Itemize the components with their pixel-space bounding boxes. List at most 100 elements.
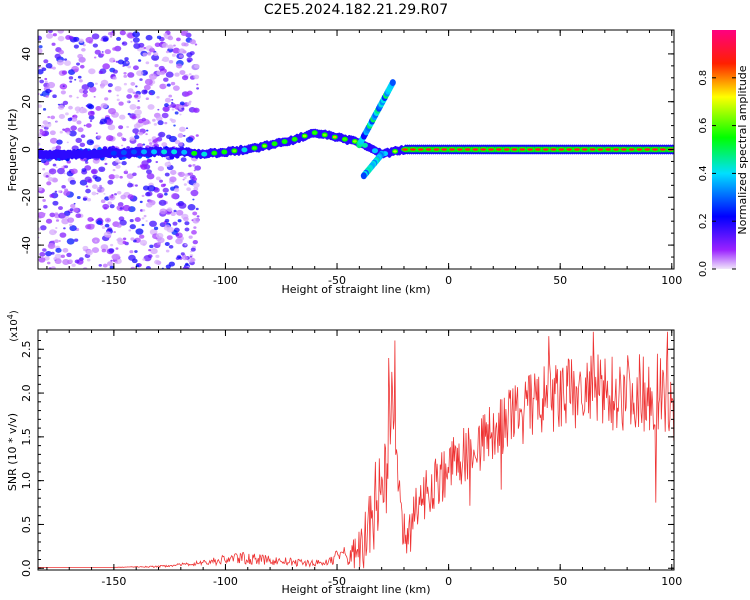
ridge-peak xyxy=(302,134,307,138)
noise-blob xyxy=(82,197,88,201)
noise-blob xyxy=(63,210,71,216)
noise-blob xyxy=(90,224,95,228)
noise-blob xyxy=(132,172,137,177)
noise-blob xyxy=(116,36,122,41)
colorbar-tick-label: 0.2 xyxy=(698,213,709,229)
ridge-peak xyxy=(527,148,534,151)
spectrogram-axes: -150 -100 -50 0 50 100 -40 -20 0 20 40 xyxy=(20,29,682,287)
noise-blob xyxy=(111,194,114,197)
noise-blob xyxy=(67,217,75,223)
ridge-peak xyxy=(433,148,440,151)
noise-blob xyxy=(45,88,52,94)
noise-blob xyxy=(76,111,79,114)
noise-blob xyxy=(182,256,188,261)
noise-blob xyxy=(123,82,127,86)
noise-blob xyxy=(60,90,66,95)
noise-blob xyxy=(161,42,169,49)
noise-blob xyxy=(91,33,100,40)
y-tick-label: 0.5 xyxy=(20,516,33,534)
noise-blob xyxy=(118,161,121,164)
noise-blob xyxy=(84,176,92,183)
noise-blob xyxy=(178,171,185,178)
noise-blob xyxy=(164,121,168,125)
snr-xlabel: Height of straight line (km) xyxy=(281,583,430,596)
noise-blob xyxy=(67,117,73,122)
noise-blob xyxy=(111,253,120,261)
noise-blob xyxy=(69,225,77,232)
noise-blob xyxy=(166,207,173,212)
noise-blob xyxy=(86,258,91,262)
noise-blob xyxy=(186,102,191,106)
y-tick-label: 0 xyxy=(20,146,33,153)
noise-blob xyxy=(127,182,133,188)
noise-blob xyxy=(188,235,193,239)
noise-blob xyxy=(92,43,98,48)
noise-blob xyxy=(45,63,53,69)
noise-blob xyxy=(145,97,150,101)
noise-blob xyxy=(184,243,187,246)
noise-blob xyxy=(147,185,156,192)
noise-blob xyxy=(148,138,152,142)
snr-scale-label: (x104) xyxy=(6,310,20,342)
noise-blob xyxy=(192,182,200,188)
noise-blob xyxy=(130,266,136,269)
noise-blob xyxy=(114,260,119,264)
noise-blob xyxy=(74,106,82,112)
noise-blob xyxy=(61,166,64,169)
noise-blob xyxy=(145,169,152,175)
noise-blob xyxy=(160,71,166,76)
noise-blob xyxy=(138,234,145,239)
noise-blob xyxy=(126,173,134,179)
y-tick-label: 20 xyxy=(20,95,33,109)
y-tick-label: 1.5 xyxy=(20,428,33,446)
noise-blob xyxy=(44,128,48,131)
noise-blob xyxy=(57,190,62,193)
noise-blob xyxy=(138,131,144,136)
noise-blob xyxy=(139,78,143,81)
noise-blob xyxy=(164,97,172,103)
noise-blob xyxy=(119,219,127,226)
noise-blob xyxy=(85,188,91,194)
ridge-peak xyxy=(566,148,573,151)
noise-blob xyxy=(136,106,141,110)
noise-blob xyxy=(148,142,153,145)
noise-blob xyxy=(146,173,155,180)
noise-blob xyxy=(47,242,56,249)
noise-blob xyxy=(130,82,136,86)
noise-blob xyxy=(156,116,163,122)
noise-blob xyxy=(103,231,112,238)
snr-frame xyxy=(37,329,675,571)
noise-blob xyxy=(82,43,86,47)
noise-blob xyxy=(98,263,102,267)
noise-blob xyxy=(169,176,177,183)
x-tick-label: 50 xyxy=(553,274,567,287)
noise-blob xyxy=(48,30,53,34)
noise-blob xyxy=(186,187,191,192)
noise-blob xyxy=(116,94,119,97)
noise-blob xyxy=(58,206,63,211)
noise-blob xyxy=(68,35,74,40)
noise-blob xyxy=(52,94,57,99)
ridge-peak xyxy=(162,150,166,154)
noise-blob xyxy=(161,142,168,147)
noise-blob xyxy=(42,108,47,111)
noise-blob xyxy=(145,72,148,74)
noise-blob xyxy=(61,70,68,75)
noise-blob xyxy=(115,158,120,163)
noise-blob xyxy=(109,265,115,269)
noise-blob xyxy=(194,63,200,69)
noise-blob xyxy=(104,217,112,223)
noise-blob xyxy=(100,79,109,86)
noise-blob xyxy=(151,54,160,61)
noise-blob xyxy=(171,99,174,101)
noise-blob xyxy=(152,118,156,122)
noise-blob xyxy=(43,59,49,64)
noise-blob xyxy=(114,85,122,92)
noise-blob xyxy=(124,169,128,172)
noise-blob xyxy=(44,77,48,81)
noise-blob xyxy=(146,129,149,132)
noise-blob xyxy=(107,201,112,205)
noise-blob xyxy=(129,224,136,230)
noise-blob xyxy=(82,93,88,98)
